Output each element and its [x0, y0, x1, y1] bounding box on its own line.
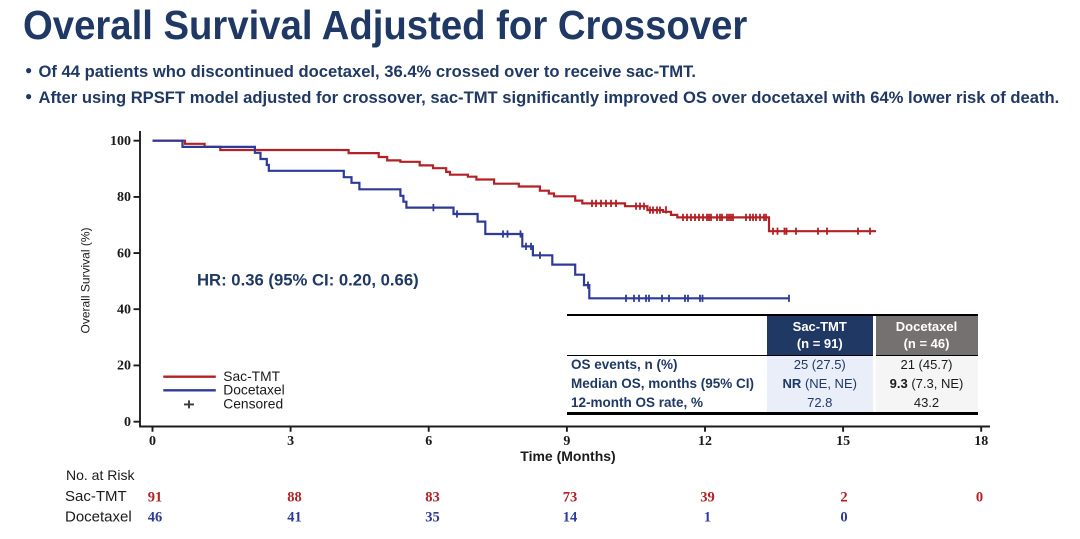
svg-text:88: 88	[287, 490, 302, 506]
svg-text:91: 91	[148, 490, 163, 506]
svg-text:Time (Months): Time (Months)	[520, 448, 615, 464]
svg-text:80: 80	[117, 190, 131, 205]
svg-text:HR: 0.36 (95% CI: 0.20, 0.66): HR: 0.36 (95% CI: 0.20, 0.66)	[197, 271, 419, 290]
svg-text:15: 15	[836, 434, 850, 449]
svg-text:9: 9	[563, 434, 570, 449]
svg-text:No. at Risk: No. at Risk	[66, 467, 135, 483]
svg-text:0: 0	[149, 434, 156, 449]
svg-text:Docetaxel: Docetaxel	[223, 383, 284, 398]
svg-text:18: 18	[974, 434, 988, 449]
svg-text:20: 20	[117, 359, 131, 374]
svg-text:39: 39	[700, 490, 715, 506]
svg-text:2: 2	[840, 490, 847, 506]
svg-text:Sac-TMT: Sac-TMT	[223, 369, 280, 384]
svg-text:14: 14	[563, 510, 578, 526]
svg-text:Censored: Censored	[223, 397, 283, 412]
svg-text:100: 100	[110, 134, 131, 149]
svg-text:46: 46	[148, 510, 163, 526]
svg-text:Docetaxel: Docetaxel	[65, 509, 132, 526]
svg-text:60: 60	[117, 246, 131, 261]
svg-text:83: 83	[425, 490, 440, 506]
svg-text:0: 0	[124, 415, 131, 430]
svg-text:Sac-TMT: Sac-TMT	[65, 488, 127, 505]
svg-text:0: 0	[840, 510, 847, 526]
svg-text:1: 1	[704, 510, 711, 526]
svg-text:Overall Survival (%): Overall Survival (%)	[79, 227, 93, 333]
svg-text:73: 73	[563, 490, 578, 506]
svg-text:3: 3	[287, 434, 294, 449]
svg-text:12: 12	[698, 434, 712, 449]
svg-text:35: 35	[425, 510, 440, 526]
svg-text:0: 0	[976, 490, 983, 506]
svg-text:40: 40	[117, 303, 131, 318]
svg-text:6: 6	[425, 434, 432, 449]
svg-text:41: 41	[287, 510, 302, 526]
